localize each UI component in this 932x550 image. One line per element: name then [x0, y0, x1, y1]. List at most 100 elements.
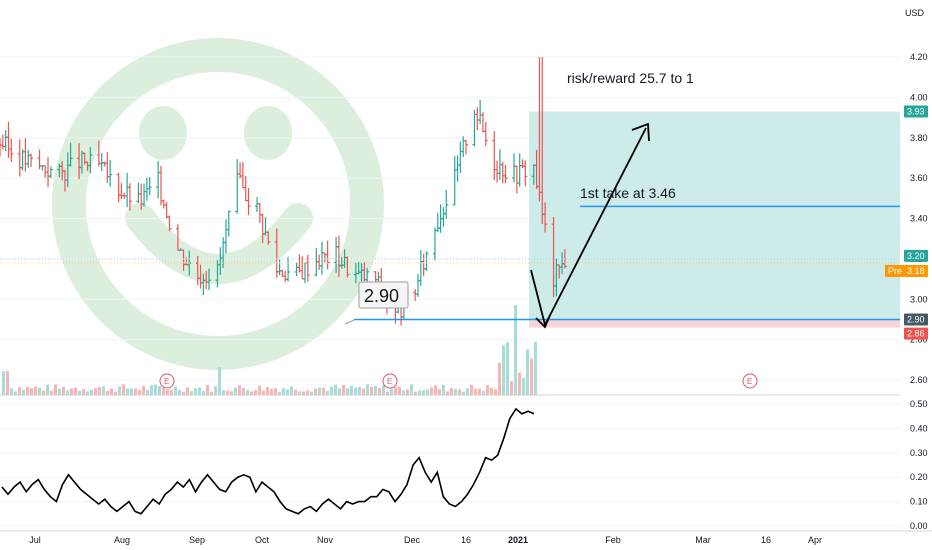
volume-bar — [498, 362, 501, 395]
time-tick-label: Dec — [404, 535, 421, 545]
smiley-face-watermark — [52, 38, 384, 370]
volume-bar — [110, 388, 113, 395]
volume-bar — [530, 358, 533, 395]
oscillator-pane — [1, 407, 535, 515]
annotations: risk/reward 25.7 to 1 1st take at 3.46 2… — [358, 70, 694, 309]
time-tick-label: Oct — [255, 535, 270, 545]
volume-bar — [286, 389, 289, 395]
volume-bar — [390, 388, 393, 395]
volume-bar — [254, 390, 257, 395]
volume-bar — [106, 390, 109, 395]
osc-tick-label: 0.20 — [910, 472, 928, 482]
volume-bar — [222, 390, 225, 395]
volume-bar — [170, 390, 173, 395]
volume-bar — [266, 387, 269, 395]
price-tick-label: 4.20 — [910, 52, 928, 62]
volume-bar — [18, 387, 21, 395]
volume-bar — [474, 388, 477, 395]
pre-price-tag: 3.18 — [907, 266, 925, 276]
target-price-tag-bg — [904, 105, 928, 118]
volume-bar — [406, 389, 409, 395]
volume-bar — [358, 386, 361, 395]
volume-bar — [262, 390, 265, 395]
volume-bar — [278, 391, 281, 395]
volume-bar — [298, 391, 301, 395]
earnings-marker-icon — [742, 373, 758, 389]
volume-bar — [162, 387, 165, 395]
volume-bar — [294, 389, 297, 395]
volume-bar — [478, 388, 481, 395]
time-tick-label: Jul — [29, 535, 41, 545]
volume-bar — [246, 389, 249, 395]
volume-bar — [54, 384, 57, 395]
volume-bar — [2, 371, 5, 395]
price-tick-label: 4.00 — [910, 92, 928, 102]
smiley-right-eye — [244, 106, 292, 160]
volume-bar — [362, 388, 365, 395]
volume-bar — [482, 390, 485, 395]
volume-bar — [258, 385, 261, 395]
volume-bar — [354, 387, 357, 395]
volume-bar — [186, 387, 189, 395]
volume-bar — [154, 384, 157, 395]
volume-bar — [82, 389, 85, 395]
profit-zone — [529, 111, 900, 320]
stop-price-tag-bg — [904, 327, 928, 340]
volume-bar — [322, 387, 325, 395]
volume-bar — [42, 390, 45, 395]
volume-bar — [330, 386, 333, 395]
earnings-marker-label: E — [164, 377, 169, 386]
volume-bar — [318, 387, 321, 395]
volume-bar — [470, 384, 473, 395]
volume-bar — [534, 341, 537, 395]
price-tags: 3.93 3.20 Pre 3.18 2.90 2.86 — [885, 105, 928, 340]
volume-bar — [398, 386, 401, 395]
volume-bar — [310, 391, 313, 395]
volume-bar — [518, 372, 521, 395]
volume-bar — [366, 384, 369, 395]
volume-bar — [466, 388, 469, 395]
pre-price-tag-bg — [904, 264, 928, 277]
volume-bar — [250, 391, 253, 395]
volume-bar — [214, 386, 217, 395]
volume-bar — [122, 384, 125, 395]
volume-bar — [502, 345, 505, 395]
oscillator-line — [1, 407, 535, 515]
callout-pointer — [344, 319, 355, 325]
volume-bar — [454, 388, 457, 395]
volume-bar — [90, 390, 93, 395]
volume-bar — [74, 387, 77, 395]
volume-bar — [446, 391, 449, 395]
volume-bar — [158, 386, 161, 395]
volume-bar — [70, 388, 73, 395]
time-tick-label: Aug — [114, 535, 130, 545]
volume-bar — [338, 388, 341, 395]
smiley-face-outline — [52, 38, 384, 370]
osc-tick-label: 0.00 — [910, 521, 928, 531]
volume-bar — [374, 385, 377, 395]
volume-bar — [422, 390, 425, 395]
stop-zone — [529, 319, 900, 328]
last-price-tag: 3.20 — [907, 251, 925, 261]
volume-bar — [58, 388, 61, 395]
volume-bar — [302, 391, 305, 395]
volume-bar — [490, 387, 493, 395]
volume-bar — [438, 389, 441, 395]
time-tick-label: Sep — [189, 535, 205, 545]
last-price-tag-bg — [904, 249, 928, 262]
volume-bar — [414, 391, 417, 395]
stop-price-tag: 2.86 — [907, 329, 925, 339]
volume-bar — [382, 384, 385, 395]
price-tick-label: 3.00 — [910, 294, 928, 304]
volume-bar — [62, 386, 65, 395]
pre-label: Pre — [888, 266, 902, 276]
time-tick-label: Mar — [695, 535, 711, 545]
volume-bar — [230, 391, 233, 395]
volume-bar — [130, 388, 133, 395]
target-price-tag: 3.93 — [907, 107, 925, 117]
ohlc-bars — [0, 57, 567, 326]
volume-bar — [326, 391, 329, 395]
volume-bar — [386, 391, 389, 395]
volume-bar — [426, 389, 429, 395]
